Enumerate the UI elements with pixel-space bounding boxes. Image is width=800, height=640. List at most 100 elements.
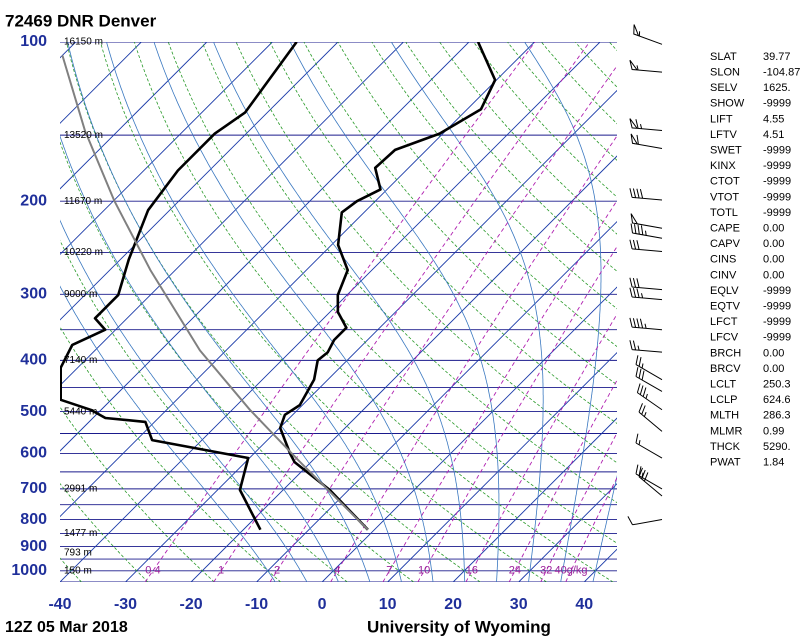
index-name: CTOT: [710, 176, 740, 188]
y-tick-label: 600: [20, 445, 47, 462]
mixing-ratio-label: 40g/kg: [555, 565, 588, 577]
dry-adiabat: [473, 42, 617, 198]
mixing-ratio-label: 1: [218, 565, 224, 577]
dry-adiabat: [337, 42, 617, 348]
mixing-ratio-line: [508, 379, 617, 582]
mixing-ratio-line: [565, 476, 617, 582]
dry-adiabat: [66, 42, 481, 582]
index-name: LFTV: [710, 129, 738, 141]
dry-adiabat: [60, 482, 149, 582]
index-value: -104.87: [763, 67, 800, 79]
index-value: 5290.: [763, 441, 791, 453]
index-value: -9999: [763, 176, 791, 188]
index-name: VTOT: [710, 191, 739, 203]
isotherm: [387, 352, 617, 582]
index-value: 1625.: [763, 82, 791, 94]
index-value: -9999: [763, 285, 791, 297]
moist-adiabat: [60, 219, 308, 582]
wind-barb: [629, 277, 663, 291]
x-tick-label: -40: [48, 596, 71, 613]
dry-adiabat: [439, 42, 617, 235]
height-label: 16150 m: [64, 37, 103, 48]
index-name: MLMR: [710, 425, 742, 437]
isotherm: [256, 220, 617, 582]
isotherm: [60, 42, 208, 190]
sounding-line: [61, 55, 369, 531]
isotherm: [452, 417, 617, 582]
x-tick-label: 30: [510, 596, 528, 613]
date-label: 12Z 05 Mar 2018: [5, 619, 128, 636]
dry-adiabat: [303, 42, 617, 386]
moist-adiabat: [106, 42, 402, 582]
index-name: BRCV: [710, 363, 741, 375]
wind-barb: [638, 403, 663, 432]
isotherm: [190, 155, 617, 582]
index-value: -9999: [763, 301, 791, 313]
moist-adiabat: [289, 42, 500, 582]
moist-adiabat: [60, 135, 339, 582]
index-name: EQLV: [710, 285, 739, 297]
wind-barb: [629, 287, 663, 301]
index-name: LIFT: [710, 113, 733, 125]
height-label: 10220 m: [64, 247, 103, 258]
mixing-ratio-line: [269, 65, 617, 582]
mixing-ratio-line: [330, 135, 617, 582]
y-tick-label: 700: [20, 480, 47, 497]
wind-barb: [630, 133, 663, 149]
index-name: PWAT: [710, 457, 741, 469]
wind-barb: [633, 24, 663, 45]
x-tick-label: 40: [575, 596, 593, 613]
isotherm: [321, 286, 617, 582]
wind-barb: [629, 340, 663, 353]
x-tick-label: 0: [318, 596, 327, 613]
mixing-ratio-label: 0.4: [145, 565, 160, 577]
height-label: 2991 m: [64, 484, 97, 495]
index-name: BRCH: [710, 347, 741, 359]
wind-barb: [629, 118, 663, 131]
y-tick-label: 100: [20, 33, 47, 50]
wind-barb: [629, 59, 663, 73]
dry-adiabat: [507, 42, 617, 161]
mixing-ratio-label: 16: [466, 565, 478, 577]
index-name: CINV: [710, 269, 737, 281]
plot-area: [60, 42, 617, 582]
index-value: 0.00: [763, 238, 784, 250]
mixing-ratio-label: 4: [334, 565, 340, 577]
moist-adiabat: [153, 42, 434, 582]
index-value: -9999: [763, 207, 791, 219]
height-label: 9000 m: [64, 289, 97, 300]
index-name: LFCT: [710, 316, 738, 328]
height-label: 793 m: [64, 548, 92, 559]
sounding-line: [278, 42, 497, 531]
index-name: SHOW: [710, 98, 745, 110]
chart-title: 72469 DNR Denver: [5, 11, 157, 30]
wind-barb: [629, 188, 663, 201]
height-label: 7140 m: [64, 355, 97, 366]
dry-adiabat: [235, 42, 617, 464]
index-name: MLTH: [710, 410, 739, 422]
moist-adiabat: [67, 42, 371, 582]
index-value: 0.00: [763, 347, 784, 359]
index-value: -9999: [763, 316, 791, 328]
dry-adiabat: [60, 140, 414, 582]
index-name: THCK: [710, 441, 741, 453]
index-name: SLAT: [710, 51, 737, 63]
wind-barb: [635, 367, 663, 392]
y-tick-label: 800: [20, 511, 47, 528]
x-tick-label: -20: [179, 596, 202, 613]
index-value: 4.51: [763, 129, 784, 141]
mixing-ratio-line: [213, 42, 590, 582]
wind-barb: [630, 213, 663, 229]
dry-adiabat: [60, 406, 215, 582]
isotherm: [60, 42, 273, 255]
source-label: University of Wyoming: [367, 617, 551, 636]
dry-adiabat: [100, 42, 547, 582]
index-name: CAPE: [710, 223, 740, 235]
x-tick-label: 10: [379, 596, 397, 613]
wind-barb: [629, 317, 663, 331]
index-value: 250.3: [763, 379, 791, 391]
isotherm: [518, 483, 617, 582]
dry-adiabat: [201, 42, 617, 504]
